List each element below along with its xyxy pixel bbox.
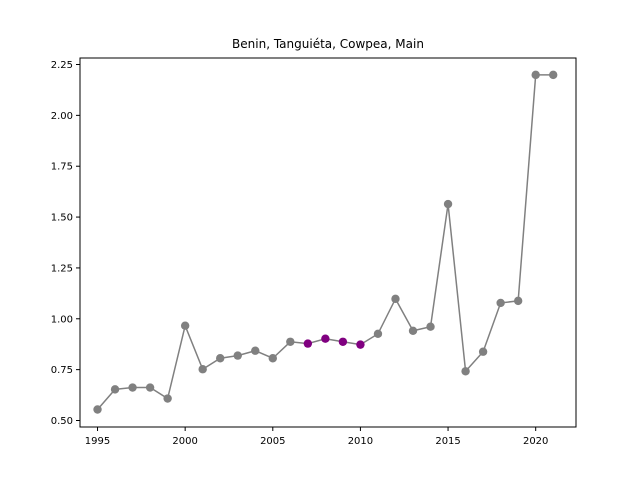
data-point-2005 [268, 354, 277, 363]
data-point-2021 [549, 70, 558, 80]
data-point-2003 [233, 351, 242, 360]
data-point-2000 [180, 321, 190, 330]
y-tick-label-1: 0.75 [51, 365, 73, 376]
data-point-2008 [321, 334, 330, 343]
y-tick-label-4: 1.50 [51, 213, 73, 224]
data-point-2015 [443, 199, 453, 209]
data-point-2002 [216, 354, 225, 363]
data-point-2006 [286, 337, 295, 346]
data-point-1999 [163, 394, 172, 403]
data-point-2017 [478, 347, 488, 356]
data-point-2007 [303, 339, 313, 348]
y-tick-label-2: 1.00 [51, 314, 73, 325]
x-tick-label-2020: 2020 [523, 436, 548, 447]
chart-title: Benin, Tanguiéta, Cowpea, Main [232, 37, 424, 51]
x-tick-label-2005: 2005 [260, 436, 285, 447]
data-point-2016 [461, 367, 470, 376]
data-point-2018 [496, 298, 505, 308]
x-tick-label-2010: 2010 [348, 436, 373, 447]
data-point-2001 [198, 365, 207, 374]
data-point-1997 [128, 383, 137, 392]
y-tick-label-5: 1.75 [51, 162, 73, 173]
x-tick-label-2000: 2000 [172, 436, 197, 447]
x-tick-label-1995: 1995 [85, 436, 110, 447]
x-tick-label-2015: 2015 [435, 436, 460, 447]
data-point-2012 [391, 294, 400, 304]
series-polyline [96, 74, 554, 411]
y-tick-label-0: 0.50 [51, 416, 73, 427]
data-point-2020 [531, 70, 540, 80]
data-point-2011 [373, 329, 383, 339]
data-point-1995 [93, 405, 102, 414]
series-points [93, 70, 558, 414]
series-line [96, 74, 554, 411]
data-point-2004 [251, 346, 260, 355]
plot-frame [79, 57, 577, 428]
y-tick-label-7: 2.25 [51, 60, 73, 71]
data-point-2013 [408, 326, 418, 335]
data-point-2010 [356, 340, 365, 349]
data-point-2009 [338, 337, 348, 346]
data-point-2019 [513, 296, 523, 306]
data-point-1996 [110, 385, 120, 394]
data-point-1998 [145, 383, 155, 392]
axes: 1995 2000 2005 2010 2015 2020 0.50 0.75 1.00 1.25… [51, 60, 549, 447]
data-point-2014 [426, 322, 435, 331]
y-tick-label-3: 1.25 [51, 263, 73, 274]
y-tick-label-6: 2.00 [51, 111, 73, 122]
